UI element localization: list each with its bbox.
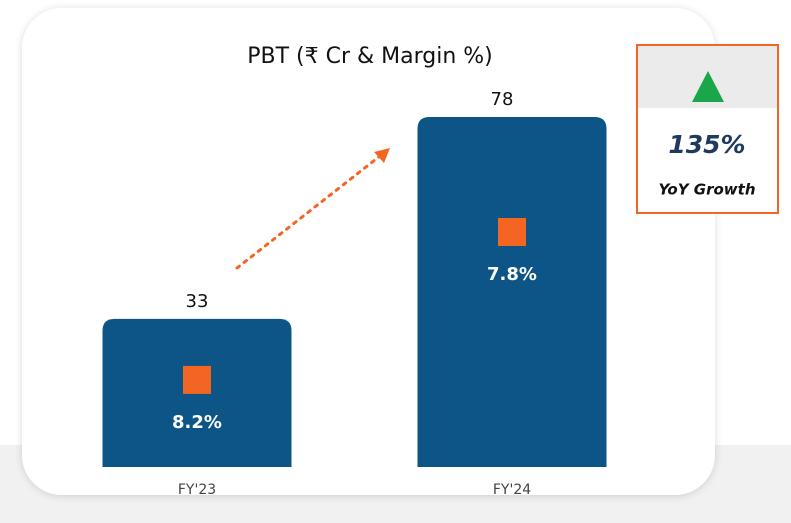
- margin-label: 8.2%: [172, 412, 222, 433]
- margin-marker: [183, 365, 211, 394]
- value-label: 33: [186, 291, 209, 312]
- value-label: 78: [491, 89, 514, 110]
- margin-marker: [498, 218, 526, 246]
- growth-triangle: [692, 71, 724, 102]
- x-tick-label: FY'23: [178, 482, 216, 498]
- growth-value: 135%: [668, 130, 745, 159]
- margin-label: 7.8%: [487, 264, 537, 285]
- trend-arrow: [235, 154, 382, 270]
- chart-title: PBT (₹ Cr & Margin %): [247, 44, 493, 69]
- x-tick-label: FY'24: [493, 482, 531, 498]
- trend-arrowhead: [374, 148, 390, 163]
- bar: [417, 117, 607, 467]
- growth-label: YoY Growth: [658, 181, 755, 199]
